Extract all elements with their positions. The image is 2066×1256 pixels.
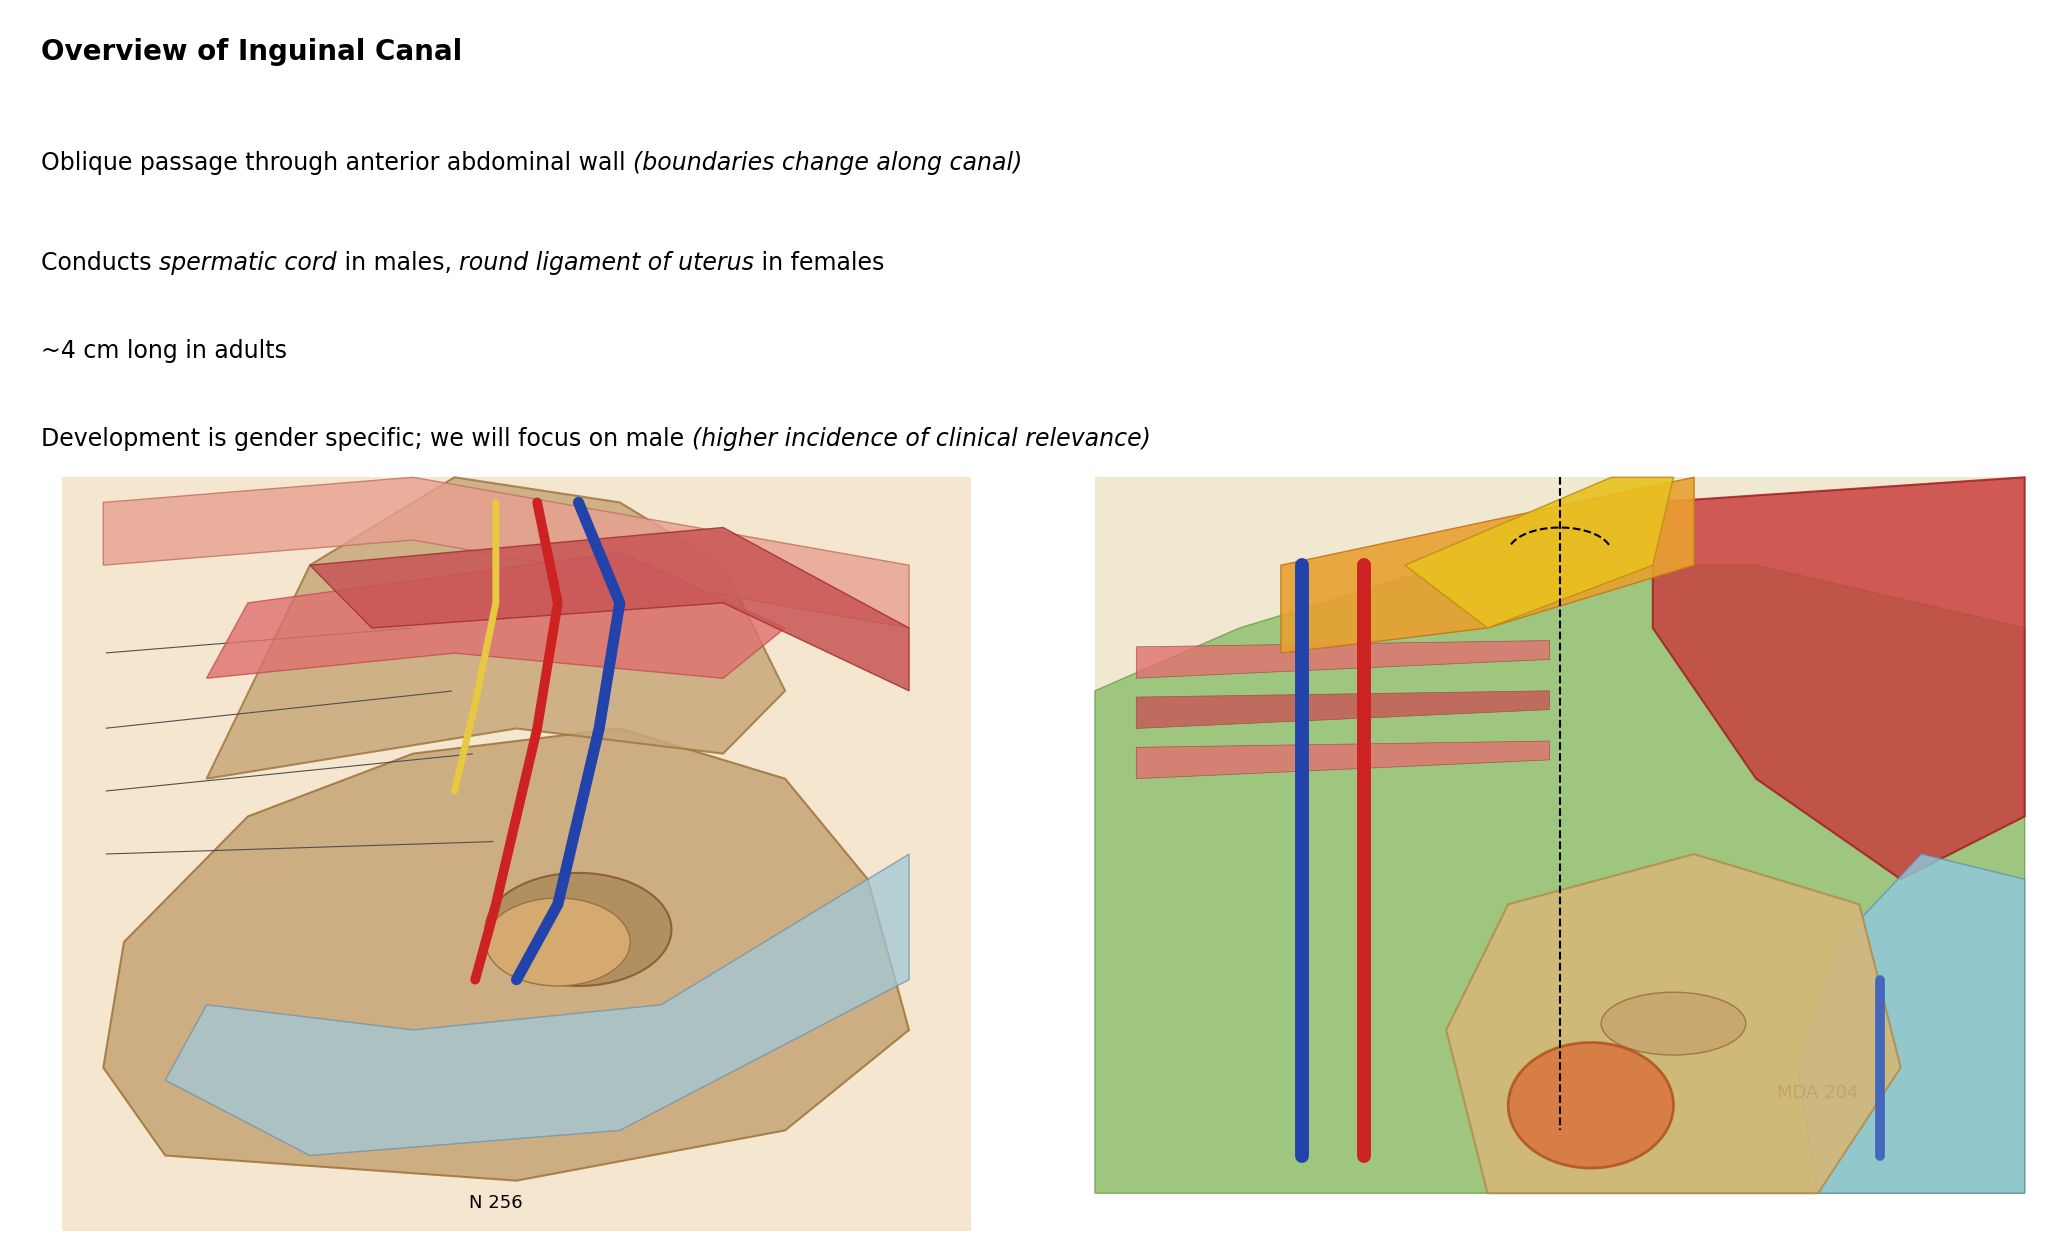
Polygon shape <box>1446 854 1901 1193</box>
Polygon shape <box>207 553 785 678</box>
Polygon shape <box>310 528 909 691</box>
Polygon shape <box>103 477 909 628</box>
Text: Conducts: Conducts <box>41 251 159 275</box>
Ellipse shape <box>1601 992 1746 1055</box>
Polygon shape <box>165 854 909 1156</box>
Polygon shape <box>1136 691 1550 728</box>
Polygon shape <box>1405 477 1673 628</box>
Polygon shape <box>207 477 785 779</box>
Text: Development is gender specific; we will focus on male: Development is gender specific; we will … <box>41 427 692 451</box>
Text: in females: in females <box>754 251 884 275</box>
Polygon shape <box>1281 477 1694 653</box>
Ellipse shape <box>486 898 630 986</box>
Text: Oblique passage through anterior abdominal wall: Oblique passage through anterior abdomin… <box>41 151 634 175</box>
Text: round ligament of uterus: round ligament of uterus <box>459 251 754 275</box>
Polygon shape <box>1136 641 1550 678</box>
Text: ~4 cm long in adults: ~4 cm long in adults <box>41 339 287 363</box>
Text: MDA 204: MDA 204 <box>1777 1084 1857 1102</box>
FancyBboxPatch shape <box>1095 477 2025 1193</box>
FancyBboxPatch shape <box>62 477 971 1231</box>
Ellipse shape <box>1508 1042 1673 1168</box>
Text: (boundaries change along canal): (boundaries change along canal) <box>634 151 1023 175</box>
Polygon shape <box>1095 565 2025 1193</box>
Text: Overview of Inguinal Canal: Overview of Inguinal Canal <box>41 38 463 65</box>
Polygon shape <box>1797 854 2025 1193</box>
Polygon shape <box>103 728 909 1181</box>
Text: in males,: in males, <box>337 251 459 275</box>
Polygon shape <box>1136 741 1550 779</box>
Text: N 256: N 256 <box>469 1194 523 1212</box>
Polygon shape <box>1653 477 2025 879</box>
Ellipse shape <box>486 873 671 986</box>
Text: spermatic cord: spermatic cord <box>159 251 337 275</box>
Text: (higher incidence of clinical relevance): (higher incidence of clinical relevance) <box>692 427 1151 451</box>
